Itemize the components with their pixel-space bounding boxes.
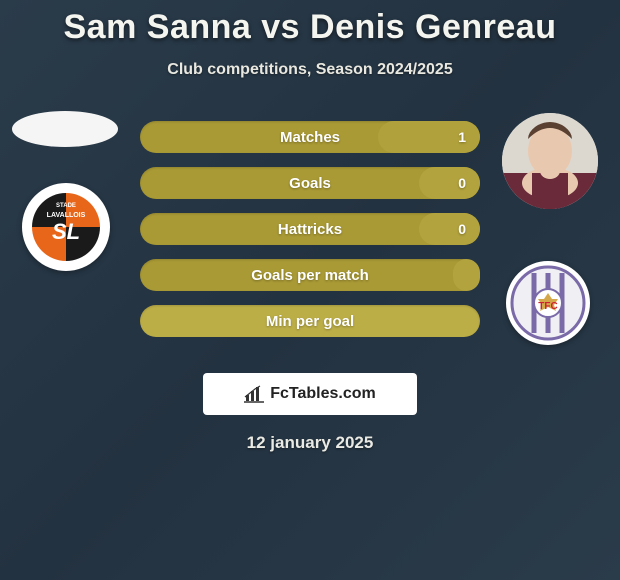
- player-photo-left: [12, 111, 118, 147]
- club-logo-right: TFC: [506, 261, 590, 345]
- stat-label: Hattricks: [278, 221, 342, 238]
- stat-bar-hattricks: Hattricks 0: [140, 213, 480, 245]
- stat-label: Goals: [289, 175, 331, 192]
- stat-value-right: 0: [458, 221, 466, 237]
- page-title: Sam Sanna vs Denis Genreau: [0, 8, 620, 47]
- stat-value-right: 0: [458, 175, 466, 191]
- bar-chart-icon: [244, 385, 264, 403]
- toulouse-fc-icon: TFC: [510, 265, 586, 341]
- stat-bars: Matches 1 Goals 0 Hattricks 0 Goals per …: [140, 121, 480, 351]
- svg-text:TFC: TFC: [538, 301, 557, 312]
- header: Sam Sanna vs Denis Genreau Club competit…: [0, 0, 620, 79]
- stat-label: Min per goal: [266, 313, 354, 330]
- stat-bar-matches: Matches 1: [140, 121, 480, 153]
- stat-label: Goals per match: [251, 267, 369, 284]
- svg-text:STADE: STADE: [56, 203, 76, 209]
- date-text: 12 january 2025: [0, 433, 620, 453]
- stat-bar-goals: Goals 0: [140, 167, 480, 199]
- player-photo-right: [502, 113, 598, 209]
- club-logo-left: STADE LAVALLOIS SL: [22, 183, 110, 271]
- person-photo-icon: [502, 113, 598, 209]
- stat-label: Matches: [280, 129, 340, 146]
- comparison-content: STADE LAVALLOIS SL TFC Matches 1 Goal: [0, 121, 620, 361]
- stat-value-right: 1: [458, 129, 466, 145]
- stat-bar-min-per-goal: Min per goal: [140, 305, 480, 337]
- page-subtitle: Club competitions, Season 2024/2025: [0, 61, 620, 79]
- branding-badge: FcTables.com: [203, 373, 417, 415]
- svg-text:SL: SL: [52, 219, 80, 244]
- svg-text:LAVALLOIS: LAVALLOIS: [47, 212, 86, 219]
- stade-lavallois-icon: STADE LAVALLOIS SL: [26, 187, 106, 267]
- stat-bar-goals-per-match: Goals per match: [140, 259, 480, 291]
- brand-text: FcTables.com: [270, 385, 376, 403]
